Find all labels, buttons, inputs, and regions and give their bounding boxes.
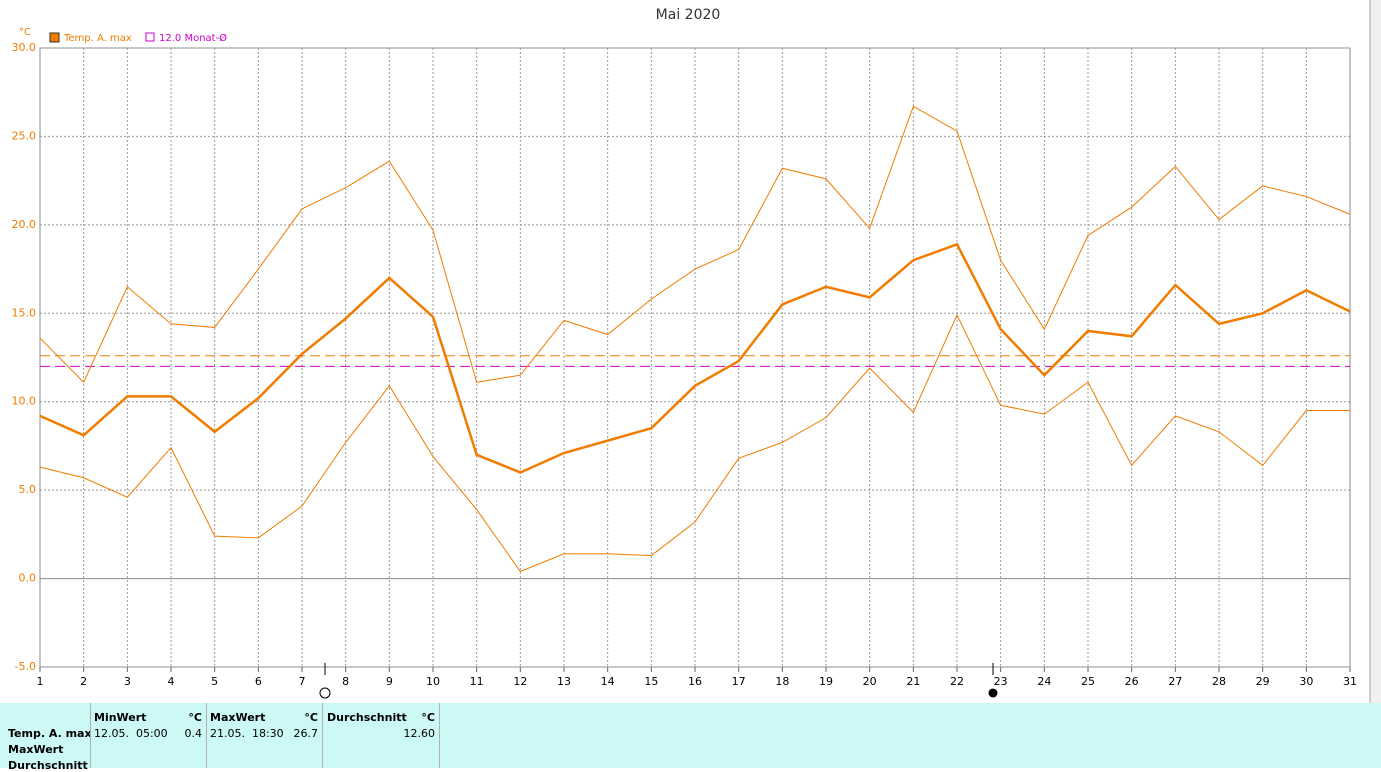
y-tick-label: 30.0 [12,41,37,54]
legend-label: 12.0 Monat-Ø [159,32,227,44]
x-tick-label: 29 [1256,675,1270,688]
scrollbar [1370,0,1381,703]
table-cell: 0.4 [184,727,203,740]
x-tick-label: 26 [1125,675,1139,688]
chart-title: Mai 2020 [656,7,721,23]
x-tick-label: 8 [342,675,349,688]
data-line [39,313,1350,573]
x-tick-label: 13 [557,675,571,688]
x-tick-label: 12 [513,675,527,688]
legend-swatch [145,32,155,42]
x-tick-label: 4 [168,675,175,688]
x-tick-label: 25 [1081,675,1095,688]
x-tick-label: 2 [80,675,87,688]
x-tick-label: 9 [386,675,393,688]
y-tick-label: 10.0 [12,395,37,408]
x-tick-label: 3 [124,675,131,688]
x-tick-label: 14 [601,675,615,688]
x-tick-label: 17 [732,675,746,688]
y-tick-label: 20.0 [12,218,37,231]
x-tick-label: 23 [994,675,1008,688]
x-tick-label: 30 [1299,675,1313,688]
legend-swatch [49,32,60,43]
chart: Mai 2020 °C -5.0 0.0 5.0 10.0 15.0 20.0 25.0 30… [12,0,1381,703]
table-cell: 21.05. 18:30 [210,727,284,740]
column-separator [206,703,207,768]
table-cell: °C [304,711,318,724]
x-tick-label: 10 [426,675,440,688]
moon-icon [988,688,998,698]
data-line [39,105,1351,384]
table-cell: 12.60 [403,727,436,740]
y-tick-label: -5.0 [15,660,36,673]
table-cell: 26.7 [293,727,319,740]
x-tick-label: 16 [688,675,702,688]
x-tick-label: 21 [906,675,920,688]
x-tick-label: 18 [775,675,789,688]
x-tick-label: 5 [211,675,218,688]
data-line [39,242,1351,474]
x-tick-label: 15 [644,675,658,688]
column-separator [439,703,440,768]
moon-icon [319,687,331,699]
x-tick-label: 27 [1168,675,1182,688]
table-cell: Durchschnitt [8,759,88,772]
x-tick-label: 20 [863,675,877,688]
y-tick-label: 25.0 [12,129,37,142]
plot: -5.00.05.010.015.020.025.030.01 2 3 4 5 6 7 8 9 1… [12,41,1358,688]
x-tick-label: 22 [950,675,964,688]
y-tick-label: 0.0 [19,572,37,585]
x-tick-label: 28 [1212,675,1226,688]
column-separator [322,703,323,768]
table-cell: MaxWert [210,711,266,724]
x-tick-label: 1 [37,675,44,688]
stats-table: Temp. A. max MaxWert Durchschnitt MinWert °C… [0,703,1381,772]
table-cell: MinWert [94,711,147,724]
legend-label: Temp. A. max [63,33,132,44]
column-separator [90,703,91,768]
table-cell: °C [188,711,202,724]
y-tick-label: 15.0 [12,306,37,319]
table-cell: MaxWert [8,743,64,756]
table-cell: °C [421,711,435,724]
x-tick-label: 31 [1343,675,1357,688]
x-tick-label: 6 [255,675,262,688]
table-cell: Temp. A. max [8,727,92,740]
x-tick-label: 7 [299,675,306,688]
x-tick-label: 11 [470,675,484,688]
x-tick-label: 19 [819,675,833,688]
y-tick-label: 5.0 [19,483,37,496]
table-cell: Durchschnitt [327,711,407,724]
y-unit: °C [19,27,31,38]
x-tick-label: 24 [1037,675,1051,688]
table-cell: 12.05. 05:00 [94,727,168,740]
